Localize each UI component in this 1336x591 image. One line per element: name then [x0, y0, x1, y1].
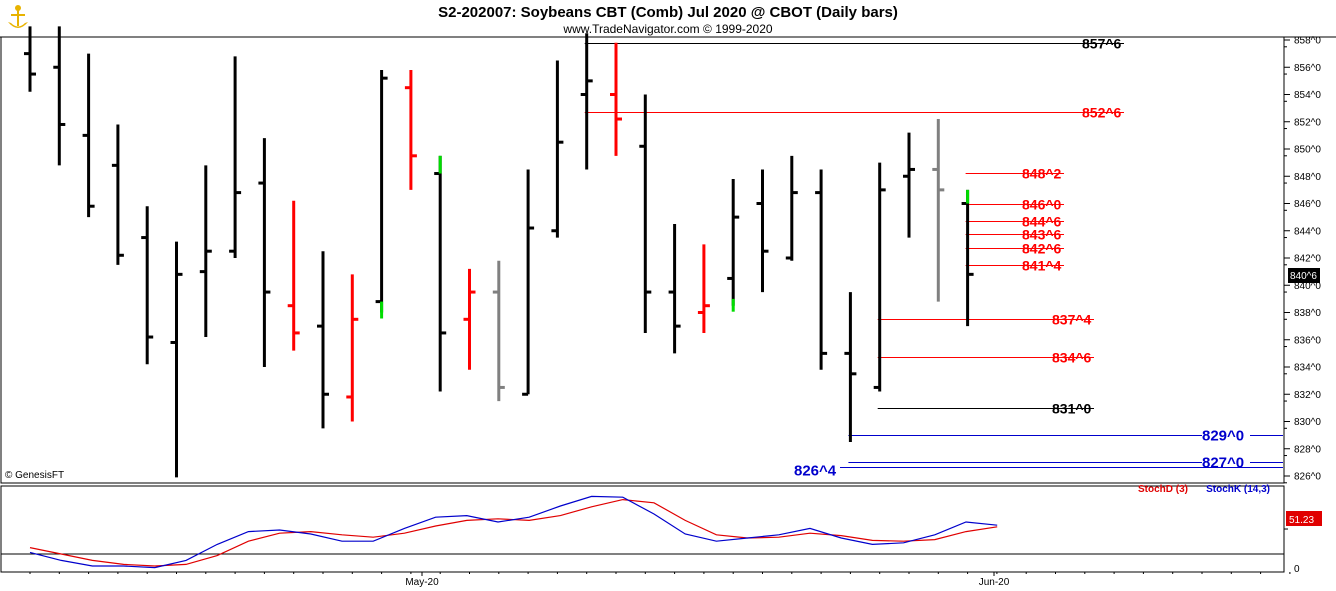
- ohlc-bar: [873, 162, 886, 392]
- ohlc-bar: [697, 244, 710, 333]
- y-tick-label: 838^0: [1294, 308, 1321, 319]
- y-tick-label: 852^0: [1294, 117, 1321, 128]
- ohlc-bar: [903, 132, 915, 238]
- price-axis: 858^0 856^0 854^0 852^0 850^0 848^0 846^0 844^0…: [1284, 36, 1321, 484]
- y-tick-label: 828^0: [1294, 444, 1321, 455]
- ohlc-bar: [639, 94, 652, 333]
- ohlc-bar: [141, 206, 154, 365]
- x-tick-label: Jun-20: [979, 577, 1010, 588]
- ohlc-bar: [610, 42, 622, 156]
- level-label: 852^6: [1082, 105, 1122, 121]
- stochastic-indicator: [1, 495, 1288, 569]
- stochk-legend: StochK (14,3): [1206, 484, 1270, 495]
- stochk-line: [29, 495, 998, 569]
- ohlc-bar: [463, 268, 476, 370]
- y-tick-label: 856^0: [1294, 63, 1321, 74]
- level-label: 848^2: [1022, 166, 1062, 182]
- stoch-value-marker: [1286, 511, 1322, 526]
- x-tick-label: May-20: [405, 577, 439, 588]
- date-axis: May-20 Jun-20: [29, 572, 1291, 588]
- stoch-value-label: 51.23: [1289, 515, 1314, 526]
- ohlc-bar: [551, 60, 564, 238]
- ohlc-bar: [815, 169, 828, 370]
- level-label: 843^6: [1022, 227, 1062, 243]
- ohlc-bar: [785, 155, 798, 261]
- y-tick-label: 850^0: [1294, 145, 1321, 156]
- ohlc-bar: [82, 53, 95, 218]
- y-tick-label: 840^0: [1294, 281, 1321, 292]
- level-label: 844^6: [1022, 214, 1062, 230]
- ohlc-bar: [375, 69, 388, 319]
- chart-title: S2-202007: Soybeans CBT (Comb) Jul 2020 …: [438, 4, 898, 21]
- stochd-line: [29, 498, 998, 567]
- y-tick-label: 848^0: [1294, 172, 1321, 183]
- ohlc-bar: [229, 56, 242, 258]
- ohlc-bar: [53, 26, 66, 166]
- y-tick-label: 826^0: [1294, 472, 1321, 483]
- ohlc-bar: [287, 200, 300, 351]
- y-tick-label: 846^0: [1294, 199, 1321, 210]
- stoch-pane-frame: [0, 485, 1285, 573]
- last-price-marker: [1288, 268, 1320, 283]
- y-tick-label: 832^0: [1294, 390, 1321, 401]
- ohlc-bar: [258, 138, 271, 367]
- ohlc-bar: [24, 26, 36, 92]
- y-tick-label: 834^0: [1294, 363, 1321, 374]
- ohlc-bar: [756, 169, 769, 293]
- y-tick-label: 844^0: [1294, 226, 1321, 237]
- y-tick-label: 842^0: [1294, 254, 1321, 265]
- ohlc-bar: [199, 165, 212, 338]
- level-label: 826^4: [794, 463, 837, 480]
- price-levels: 857^6 852^6 848^2 846^0844^6843^6842^6841^4…: [584, 36, 1283, 480]
- ohlc-bar: [932, 119, 945, 302]
- ohlc-bar: [317, 251, 329, 429]
- ohlc-bar: [668, 223, 681, 354]
- copyright-label: © GenesisFT: [5, 470, 64, 481]
- ohlc-bar: [492, 260, 505, 402]
- ohlc-bar: [404, 69, 417, 190]
- ohlc-bar: [434, 155, 447, 392]
- level-label: 857^6: [1082, 36, 1122, 52]
- ohlc-bars: [24, 26, 974, 478]
- stoch-zero-label: 0: [1294, 564, 1300, 575]
- stochd-legend: StochD (3): [1138, 484, 1188, 495]
- level-label: 841^4: [1022, 258, 1062, 274]
- ohlc-bar: [170, 241, 183, 478]
- level-label: 846^0: [1022, 197, 1062, 213]
- ohlc-bar: [346, 274, 359, 422]
- level-label: 827^0: [1202, 455, 1244, 472]
- last-price-label: 840^6: [1290, 271, 1317, 282]
- y-tick-label: 858^0: [1294, 36, 1321, 47]
- level-label: 837^4: [1052, 312, 1092, 328]
- level-label: 829^0: [1202, 428, 1244, 445]
- ohlc-bar: [961, 189, 974, 327]
- level-label: 834^6: [1052, 350, 1092, 366]
- anchor-logo-icon: [8, 5, 28, 28]
- y-tick-label: 830^0: [1294, 417, 1321, 428]
- ohlc-bar: [522, 169, 535, 396]
- level-label: 831^0: [1052, 401, 1092, 417]
- ohlc-bar: [111, 124, 124, 265]
- level-label: 842^6: [1022, 241, 1062, 257]
- y-tick-label: 836^0: [1294, 335, 1321, 346]
- ohlc-bar: [727, 178, 740, 312]
- chart-subtitle: www.TradeNavigator.com © 1999-2020: [562, 22, 772, 36]
- ohlc-bar: [580, 33, 593, 170]
- ohlc-bar: [844, 292, 857, 442]
- price-pane-frame: [0, 36, 1285, 484]
- y-tick-label: 854^0: [1294, 90, 1321, 101]
